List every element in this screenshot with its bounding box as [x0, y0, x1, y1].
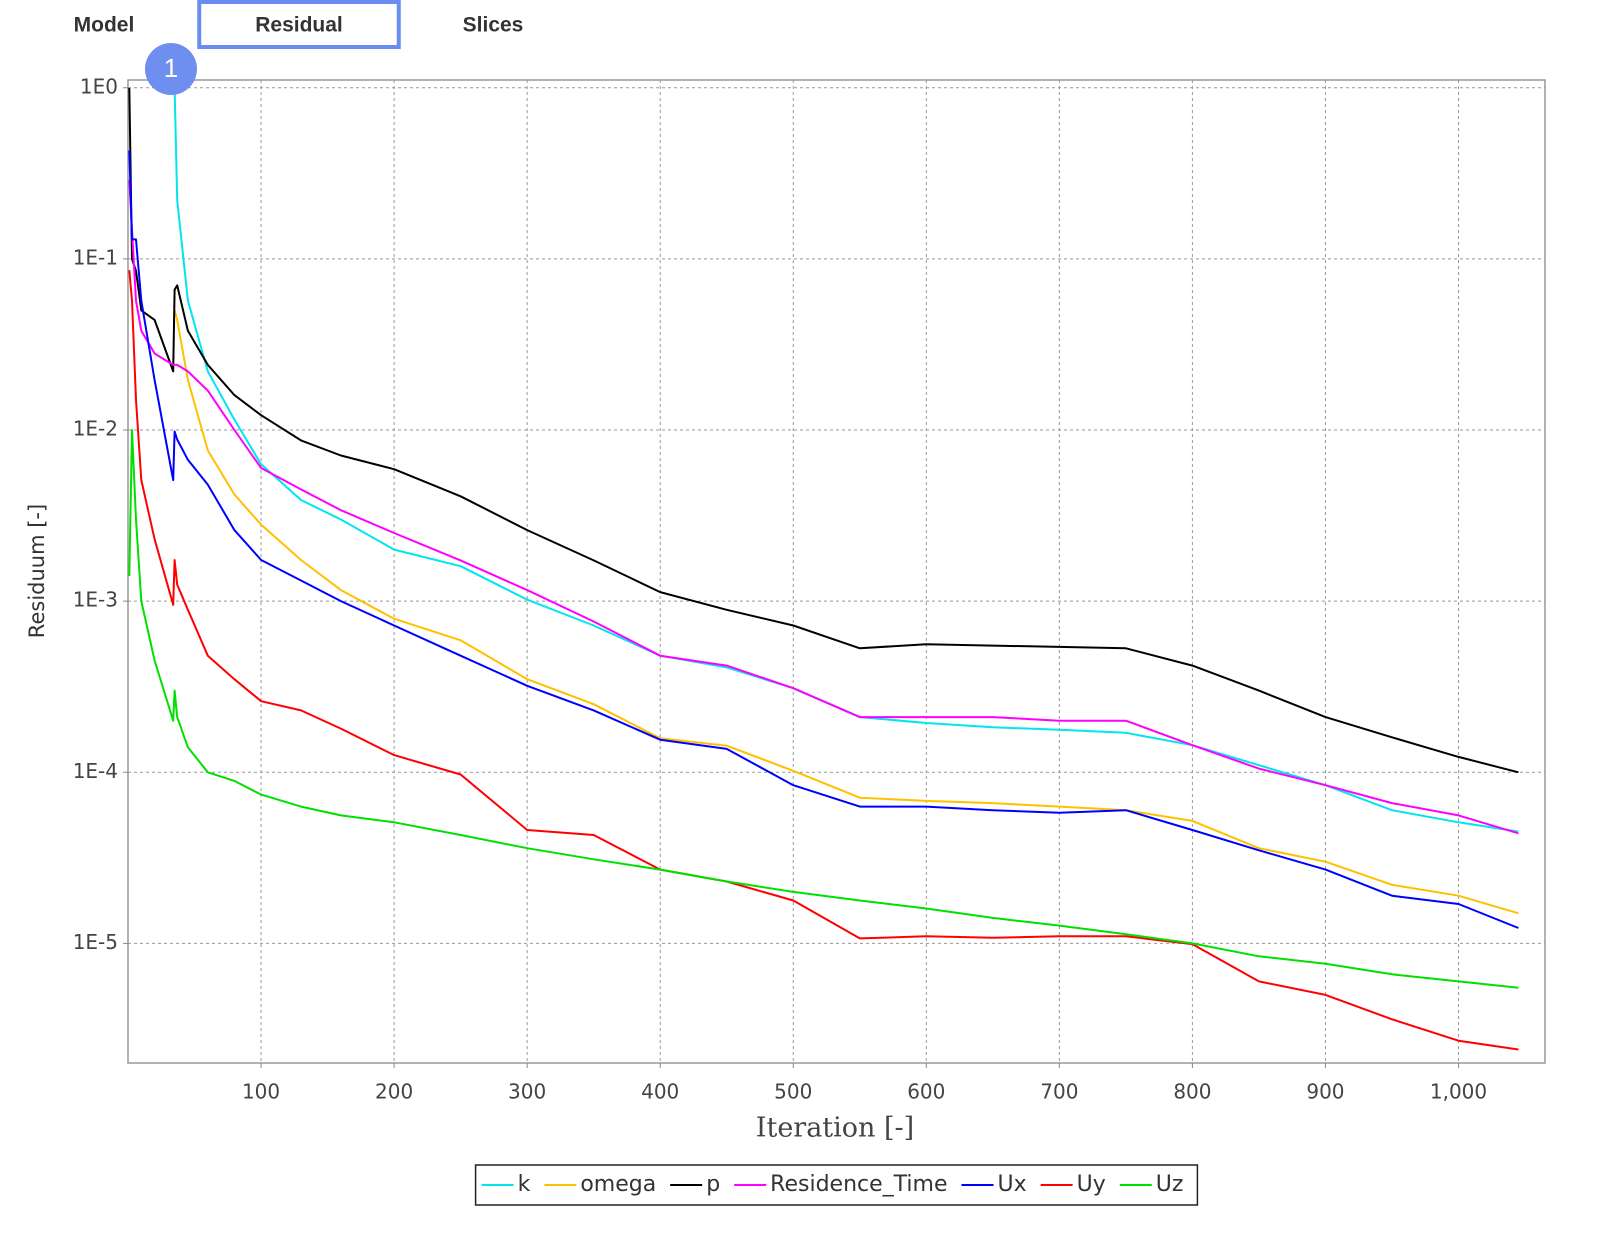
- x-axis-label: Iteration [-]: [756, 1113, 914, 1144]
- y-tick-label: 1E-5: [73, 930, 118, 954]
- legend-label: omega: [580, 1172, 656, 1197]
- x-tick-label: 900: [1306, 1080, 1344, 1104]
- series-line: [128, 429, 1519, 989]
- x-tick-label: 700: [1040, 1080, 1078, 1104]
- x-tick-label: 800: [1173, 1080, 1211, 1104]
- plot-area: [127, 79, 1546, 1064]
- x-tick-label: 600: [907, 1080, 945, 1104]
- tab[interactable]: Model: [74, 14, 135, 37]
- tab-selected-border: [197, 0, 401, 49]
- legend-box: [474, 1164, 1199, 1206]
- series-line: [128, 150, 1519, 929]
- y-tick-label: 1E-2: [73, 417, 118, 441]
- x-tick-label: 300: [508, 1080, 546, 1104]
- y-tick-label: 1E-4: [73, 759, 118, 783]
- legend-label: Uy: [1077, 1172, 1106, 1197]
- x-tick-label: 500: [774, 1080, 812, 1104]
- x-tick-label: 1,000: [1430, 1080, 1487, 1104]
- legend-label: Ux: [998, 1172, 1027, 1197]
- series-line: [128, 87, 1519, 774]
- legend: k omega p Residence_Time Ux Uy Uz: [474, 1164, 1199, 1206]
- y-tick-label: 1E-3: [73, 588, 118, 612]
- step-badge: [145, 43, 197, 95]
- legend-label: p: [706, 1172, 720, 1197]
- legend-label: k: [518, 1172, 531, 1197]
- x-tick-label: 100: [242, 1080, 280, 1104]
- y-axis-label: Residuum [-]: [25, 504, 49, 638]
- series-line: [128, 179, 1519, 835]
- y-tick-label: 1E-1: [73, 245, 118, 269]
- legend-label: Uz: [1156, 1172, 1184, 1197]
- x-tick-label: 200: [375, 1080, 413, 1104]
- tab[interactable]: Slices: [463, 14, 524, 37]
- legend-label: Residence_Time: [770, 1172, 947, 1197]
- y-tick-label: 1E0: [80, 74, 118, 98]
- series-line: [173, 310, 1519, 915]
- tab[interactable]: Residual: [255, 14, 343, 37]
- step-badge-label: 1: [164, 53, 178, 83]
- x-tick-label: 400: [641, 1080, 679, 1104]
